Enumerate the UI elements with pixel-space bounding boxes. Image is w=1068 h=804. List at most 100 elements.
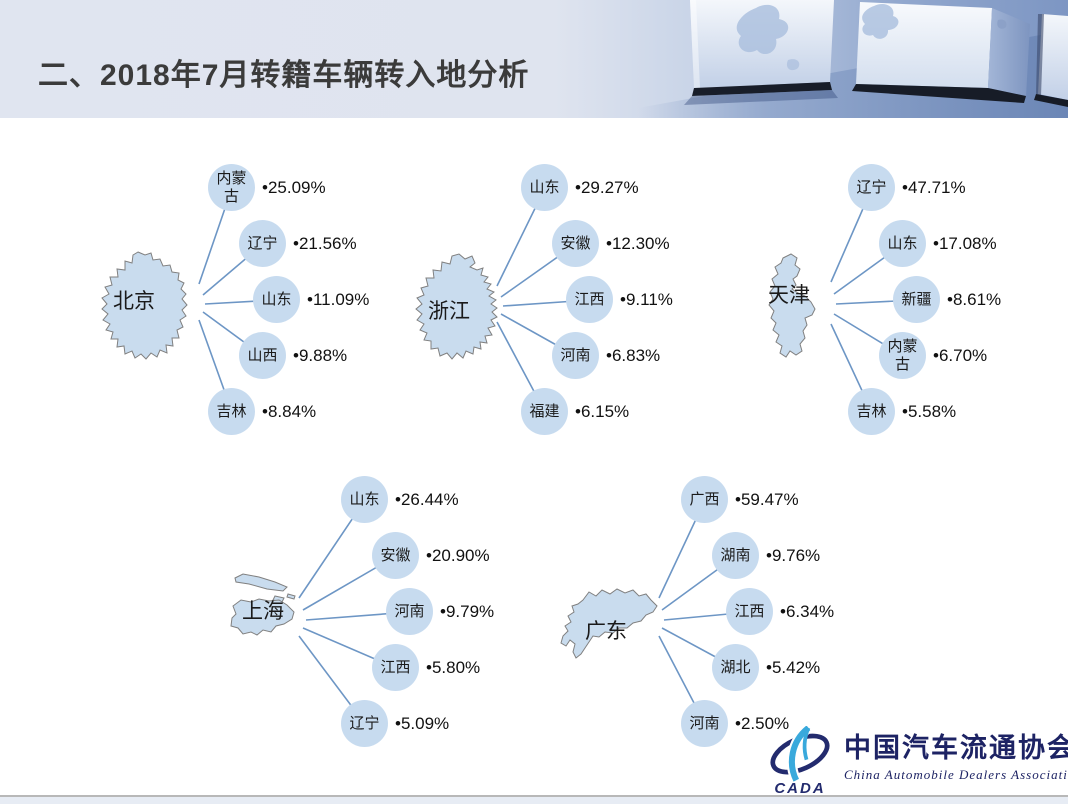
share-label: •6.15% — [575, 401, 630, 421]
share-label: •6.70% — [933, 345, 988, 365]
province-bubble: 山东 — [253, 276, 300, 323]
cube-left — [684, 0, 838, 105]
province-node: 山东 •11.09% — [253, 276, 369, 323]
transfer-diagram-zhejiang: 浙江 山东 •29.27% 安徽 •12.30% 江西 •9.11% 河南 •6… — [401, 158, 741, 458]
association-name-cn: 中国汽车流通协会 — [844, 733, 1068, 763]
transfer-diagram-shanghai: 上海 山东 •26.44% 安徽 •20.90% 河南 •9.79% 江西 •5… — [221, 470, 561, 770]
province-bubble: 江西 — [726, 588, 773, 635]
map-label-tianjin: 天津 — [768, 284, 810, 307]
slide-header: 二、2018年7月转籍车辆转入地分析 — [0, 0, 1068, 118]
province-node: 江西 •6.34% — [726, 588, 834, 635]
cada-logo-text: 中国汽车流通协会 China Automobile Dealers Associ… — [844, 726, 1068, 783]
shanghai-connectors — [230, 499, 411, 725]
share-label: •26.44% — [395, 489, 459, 509]
shanghai-map-shape — [230, 573, 296, 636]
share-label: •25.09% — [262, 177, 326, 197]
share-label: •8.84% — [262, 401, 317, 421]
cada-logo-icon: CADA — [764, 726, 836, 797]
share-label: •6.34% — [780, 601, 835, 621]
province-node: 山东 •29.27% — [521, 164, 639, 211]
tianjin-connectors — [768, 187, 918, 413]
share-label: •47.71% — [902, 177, 966, 197]
map-label-zhejiang: 浙江 — [428, 300, 470, 323]
page-title: 二、2018年7月转籍车辆转入地分析 — [38, 59, 530, 92]
province-bubble: 安徽 — [372, 532, 419, 579]
province-node: 安徽 •12.30% — [552, 220, 670, 267]
province-node: 辽宁 •21.56% — [239, 220, 357, 267]
footer-strip — [0, 795, 1068, 804]
province-bubble: 湖北 — [712, 644, 759, 691]
tianjin-map-shape — [768, 253, 816, 358]
province-bubble: 广西 — [681, 476, 728, 523]
province-node: 新疆 •8.61% — [893, 276, 1001, 323]
share-label: •5.80% — [426, 657, 481, 677]
share-label: •9.76% — [766, 545, 821, 565]
province-bubble: 辽宁 — [848, 164, 895, 211]
province-node: 山西 •9.88% — [239, 332, 347, 379]
world-cubes-graphic — [638, 0, 1068, 118]
province-node: 吉林 •5.58% — [848, 388, 956, 435]
province-bubble: 湖南 — [712, 532, 759, 579]
beijing-map-shape — [101, 251, 188, 360]
province-bubble: 内蒙古 — [879, 332, 926, 379]
cube-center — [852, 2, 1030, 103]
province-bubble: 辽宁 — [341, 700, 388, 747]
province-bubble: 河南 — [552, 332, 599, 379]
province-node: 河南 •2.50% — [681, 700, 789, 747]
province-node: 安徽 •20.90% — [372, 532, 490, 579]
province-bubble: 江西 — [566, 276, 613, 323]
province-node: 湖北 •5.42% — [712, 644, 820, 691]
guangdong-map-shape — [560, 588, 658, 659]
province-bubble: 吉林 — [208, 388, 255, 435]
province-bubble: 内蒙古 — [208, 164, 255, 211]
province-node: 山东 •17.08% — [879, 220, 997, 267]
cada-acronym: CADA — [774, 780, 826, 797]
share-label: •9.11% — [620, 289, 673, 309]
share-label: •59.47% — [735, 489, 799, 509]
province-node: 山东 •26.44% — [341, 476, 459, 523]
province-bubble: 江西 — [372, 644, 419, 691]
share-label: •20.90% — [426, 545, 490, 565]
transfer-diagram-guangdong: 广东 广西 •59.47% 湖南 •9.76% 江西 •6.34% 湖北 •5.… — [560, 470, 901, 770]
province-bubble: 安徽 — [552, 220, 599, 267]
transfer-diagram-beijing: 北京 内蒙古 •25.09% 辽宁 •21.56% 山东 •11.09% 山西 … — [88, 158, 428, 458]
share-label: •9.88% — [293, 345, 348, 365]
province-node: 河南 •9.79% — [386, 588, 494, 635]
zhejiang-map-shape — [415, 253, 498, 360]
share-label: •6.83% — [606, 345, 661, 365]
province-bubble: 河南 — [386, 588, 433, 635]
province-bubble: 山东 — [341, 476, 388, 523]
province-bubble: 吉林 — [848, 388, 895, 435]
share-label: •29.27% — [575, 177, 639, 197]
share-label: •12.30% — [606, 233, 670, 253]
province-node: 内蒙古 •25.09% — [208, 164, 326, 211]
province-bubble: 新疆 — [893, 276, 940, 323]
map-label-shanghai: 上海 — [242, 600, 284, 623]
province-node: 江西 •9.11% — [566, 276, 673, 323]
share-label: •5.58% — [902, 401, 957, 421]
province-bubble: 山东 — [879, 220, 926, 267]
map-label-beijing: 北京 — [113, 290, 155, 313]
province-bubble: 山东 — [521, 164, 568, 211]
province-node: 福建 •6.15% — [521, 388, 629, 435]
cada-logo: CADA 中国汽车流通协会 China Automobile Dealers A… — [764, 726, 1068, 797]
cube-right — [1034, 14, 1068, 107]
province-bubble: 山西 — [239, 332, 286, 379]
province-node: 河南 •6.83% — [552, 332, 660, 379]
transfer-diagram-tianjin: 天津 辽宁 •47.71% 山东 •17.08% 新疆 •8.61% 内蒙古 •… — [728, 158, 1068, 458]
province-bubble: 河南 — [681, 700, 728, 747]
share-label: •2.50% — [735, 713, 790, 733]
province-node: 湖南 •9.76% — [712, 532, 820, 579]
share-label: •11.09% — [307, 289, 370, 309]
province-node: 吉林 •8.84% — [208, 388, 316, 435]
share-label: •9.79% — [440, 601, 495, 621]
share-label: •17.08% — [933, 233, 997, 253]
share-label: •5.42% — [766, 657, 821, 677]
province-node: 辽宁 •5.09% — [341, 700, 449, 747]
province-node: 广西 •59.47% — [681, 476, 799, 523]
province-bubble: 辽宁 — [239, 220, 286, 267]
province-node: 辽宁 •47.71% — [848, 164, 966, 211]
share-label: •21.56% — [293, 233, 357, 253]
share-label: •8.61% — [947, 289, 1002, 309]
